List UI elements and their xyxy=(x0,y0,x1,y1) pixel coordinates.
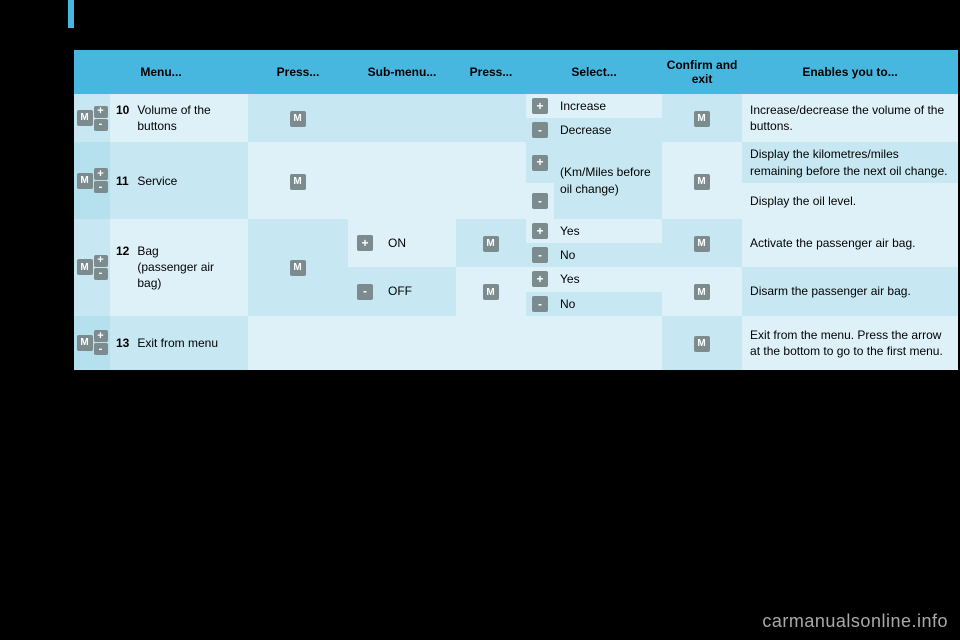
m-icon: M xyxy=(694,336,710,352)
menu-table: Menu... Press... Sub-menu... Press... Se… xyxy=(74,50,922,370)
m-icon: M xyxy=(694,111,710,127)
plus-icon: + xyxy=(357,235,373,251)
m-icon: M xyxy=(290,111,306,127)
m-icon: M xyxy=(77,173,93,189)
plus-icon: + xyxy=(532,98,548,114)
enable-text: Disarm the passenger air bag. xyxy=(742,267,958,315)
watermark: carmanualsonline.info xyxy=(762,611,948,632)
m-plus-minus-icon: M + - xyxy=(77,168,108,193)
row-10-a: M + - 10 Volume of the buttons M + Incre… xyxy=(74,94,958,118)
th-menu: Menu... xyxy=(74,50,248,94)
menu-label: Service xyxy=(137,173,221,189)
minus-icon: - xyxy=(357,284,373,300)
plus-icon: + xyxy=(94,106,108,118)
m-icon: M xyxy=(290,260,306,276)
m-plus-minus-icon: M + - xyxy=(77,106,108,131)
menu-number: 11 xyxy=(116,173,134,189)
plus-icon: + xyxy=(94,168,108,180)
accent-bar xyxy=(68,0,74,28)
select-yes: Yes xyxy=(554,219,662,243)
th-sub: Sub-menu... xyxy=(348,50,456,94)
submenu-on: ON xyxy=(382,219,456,267)
minus-icon: - xyxy=(94,268,108,280)
select-increase: Increase xyxy=(554,94,662,118)
select-yes: Yes xyxy=(554,267,662,291)
enable-text: Activate the passenger air bag. xyxy=(742,219,958,267)
enable-text: Exit from the menu. Press the arrow at t… xyxy=(742,316,958,370)
minus-icon: - xyxy=(94,343,108,355)
th-press1: Press... xyxy=(248,50,348,94)
m-icon: M xyxy=(290,174,306,190)
m-icon: M xyxy=(77,110,93,126)
minus-icon: - xyxy=(532,247,548,263)
select-no: No xyxy=(554,243,662,267)
menu-label: Bag (passenger air bag) xyxy=(137,243,221,292)
m-plus-minus-icon: M + - xyxy=(77,255,108,280)
select-no: No xyxy=(554,292,662,316)
m-icon: M xyxy=(77,335,93,351)
m-icon: M xyxy=(694,236,710,252)
row-13: M + - 13 Exit from menu M Exit from the … xyxy=(74,316,958,370)
menu-number: 12 xyxy=(116,243,134,259)
menu-label: Exit from menu xyxy=(137,335,221,351)
th-confirm: Confirm and exit xyxy=(662,50,742,94)
m-icon: M xyxy=(694,174,710,190)
th-press2: Press... xyxy=(456,50,526,94)
minus-icon: - xyxy=(94,119,108,131)
select-decrease: Decrease xyxy=(554,118,662,142)
enable-text: Increase/decrease the volume of the butt… xyxy=(742,94,958,142)
enable-text: Display the oil level. xyxy=(742,183,958,219)
m-icon: M xyxy=(77,259,93,275)
menu-label: Volume of the buttons xyxy=(137,102,221,134)
submenu-off: OFF xyxy=(382,267,456,315)
menu-number: 13 xyxy=(116,335,134,351)
minus-icon: - xyxy=(532,122,548,138)
th-enable: Enables you to... xyxy=(742,50,958,94)
row-11-a: M + - 11 Service M + (Km/Miles before oi… xyxy=(74,142,958,182)
th-select: Select... xyxy=(526,50,662,94)
minus-icon: - xyxy=(532,193,548,209)
minus-icon: - xyxy=(532,296,548,312)
plus-icon: + xyxy=(532,223,548,239)
enable-text: Display the kilometres/miles remaining b… xyxy=(742,142,958,182)
select-km-miles: (Km/Miles before oil change) xyxy=(554,142,662,219)
plus-icon: + xyxy=(532,155,548,171)
m-icon: M xyxy=(694,284,710,300)
m-icon: M xyxy=(483,236,499,252)
plus-icon: + xyxy=(94,330,108,342)
table-header-row: Menu... Press... Sub-menu... Press... Se… xyxy=(74,50,958,94)
plus-icon: + xyxy=(532,271,548,287)
m-plus-minus-icon: M + - xyxy=(77,330,108,355)
minus-icon: - xyxy=(94,181,108,193)
plus-icon: + xyxy=(94,255,108,267)
row-12-a: M + - 12 Bag (passenger air bag) M + ON … xyxy=(74,219,958,243)
m-icon: M xyxy=(483,284,499,300)
menu-number: 10 xyxy=(116,102,134,118)
